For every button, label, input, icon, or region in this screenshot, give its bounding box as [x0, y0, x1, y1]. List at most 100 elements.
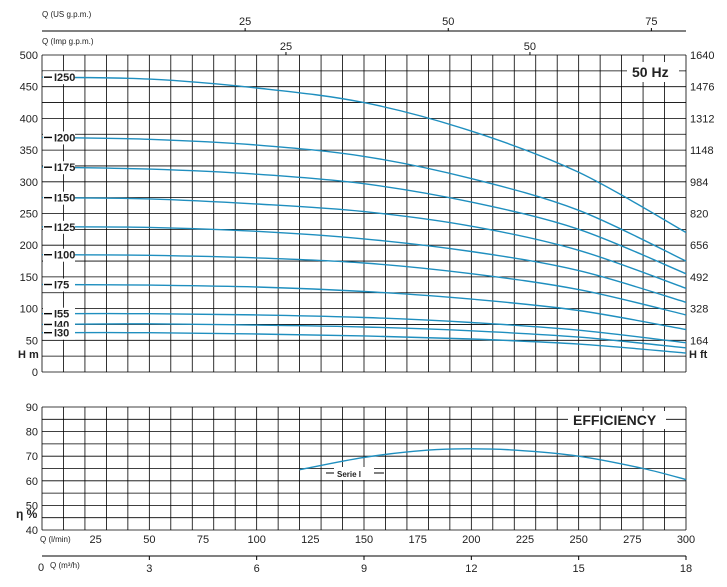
q-m3h-axis-zero: 0	[38, 562, 44, 574]
head-series-label-i30: I30	[54, 328, 69, 340]
head-curve-i250	[41, 76, 687, 234]
q-m3h-tick-label: 9	[361, 563, 367, 575]
top-us-tick-label: 75	[645, 16, 657, 28]
efficiency-tick-label: 70	[26, 451, 38, 463]
head-left-tick-label: 0	[32, 367, 38, 379]
q-m3h-tick-label: 3	[146, 563, 152, 575]
head-left-tick-label: 150	[20, 272, 38, 284]
q-m3h-axis-ticks: 3 6 9 12 15 18	[146, 556, 692, 575]
efficiency-axis-ticks: 40 50 60 70 80 90	[26, 402, 38, 537]
head-left-tick-label: 350	[20, 145, 38, 157]
head-series-label-i75: I75	[54, 280, 69, 292]
q-lmin-tick-label: 250	[569, 534, 587, 546]
head-series-label-i250: I250	[54, 72, 75, 84]
head-curve-i175	[41, 166, 687, 275]
efficiency-axis-label: η %	[16, 507, 38, 521]
head-left-axis-ticks: 0 50 100 150 200 250 300 350 400 450 500	[20, 50, 38, 379]
q-lmin-axis-label: Q (l/min)	[40, 535, 71, 544]
head-series-label-i125: I125	[54, 222, 75, 234]
q-lmin-tick-label: 100	[247, 534, 265, 546]
top-us-tick-label: 50	[442, 16, 454, 28]
head-series-label-bg	[43, 278, 75, 292]
head-right-tick-label: 328	[690, 304, 708, 316]
head-right-axis-ticks: 164 328 492 656 820 984 1148 1312 1476 1640	[690, 50, 714, 347]
head-right-tick-label: 164	[690, 335, 708, 347]
head-curves	[41, 76, 687, 354]
efficiency-chart-grid	[41, 406, 687, 531]
head-left-tick-label: 400	[20, 113, 38, 125]
head-series-label-bg	[43, 220, 75, 234]
q-lmin-tick-label: 300	[677, 534, 695, 546]
head-series-label-i200: I200	[54, 132, 75, 144]
head-left-tick-label: 100	[20, 304, 38, 316]
q-lmin-tick-label: 175	[408, 534, 426, 546]
q-lmin-tick-label: 50	[143, 534, 155, 546]
frequency-badge: 50 Hz	[632, 64, 669, 80]
q-lmin-tick-label: 75	[197, 534, 209, 546]
head-right-tick-label: 1312	[690, 113, 714, 125]
q-lmin-tick-label: 125	[301, 534, 319, 546]
head-curve-i75	[41, 283, 687, 331]
efficiency-tick-label: 90	[26, 402, 38, 414]
head-curve-i40	[41, 323, 687, 349]
head-series-label-i175: I175	[54, 162, 75, 174]
efficiency-tick-label: 40	[26, 525, 38, 537]
head-series-label-bg	[43, 131, 75, 145]
head-curve-i200	[41, 136, 687, 262]
serie-label-bg	[334, 467, 374, 480]
efficiency-title-bg	[568, 411, 666, 429]
efficiency-curve	[299, 448, 687, 481]
head-series-label-i150: I150	[54, 193, 75, 205]
head-left-tick-label: 200	[20, 240, 38, 252]
efficiency-tick-label: 60	[26, 476, 38, 488]
head-left-axis-label: H m	[18, 349, 39, 361]
q-lmin-tick-label: 275	[623, 534, 641, 546]
head-curve-i125	[41, 226, 687, 303]
head-series-label-bg	[43, 161, 75, 175]
q-m3h-tick-label: 12	[465, 563, 477, 575]
efficiency-curves	[299, 448, 687, 481]
top-imp-tick-label: 25	[280, 41, 292, 53]
head-left-tick-label: 450	[20, 82, 38, 94]
head-series-label-i100: I100	[54, 250, 75, 262]
head-series-label-bg	[43, 191, 75, 205]
head-left-tick-label: 50	[26, 335, 38, 347]
top-axis-us-ticks: 25 50 75	[239, 16, 658, 31]
q-lmin-tick-label: 25	[90, 534, 102, 546]
q-lmin-tick-label: 200	[462, 534, 480, 546]
head-right-tick-label: 984	[690, 177, 708, 189]
head-right-tick-label: 820	[690, 209, 708, 221]
q-lmin-tick-label: 225	[516, 534, 534, 546]
head-right-tick-label: 1640	[690, 50, 714, 62]
head-right-tick-label: 656	[690, 240, 708, 252]
top-axis-us-label: Q (US g.p.m.)	[42, 10, 92, 19]
head-series-label-bg	[43, 307, 75, 321]
q-m3h-axis-label: Q (m³/h)	[50, 561, 80, 570]
head-curve-i100	[41, 254, 687, 316]
q-lmin-tick-label: 150	[355, 534, 373, 546]
head-series-label-i55: I55	[54, 309, 69, 321]
q-m3h-tick-label: 6	[254, 563, 260, 575]
frequency-badge-bg	[627, 62, 679, 82]
head-left-tick-label: 250	[20, 209, 38, 221]
head-series-label-bg	[43, 248, 75, 262]
top-axis-imp-ticks: 25 50	[280, 41, 536, 55]
head-right-axis-label: H ft	[689, 349, 708, 361]
head-curve-i30	[41, 331, 687, 354]
head-series-label-bg	[43, 71, 75, 85]
efficiency-tick-label: 80	[26, 427, 38, 439]
head-right-tick-label: 492	[690, 272, 708, 284]
head-curve-i150	[41, 196, 687, 289]
q-m3h-tick-label: 18	[680, 563, 692, 575]
head-right-tick-label: 1148	[690, 145, 714, 157]
head-left-tick-label: 500	[20, 50, 38, 62]
q-lmin-axis-ticks: 25 50 75 100 125 150 175 200 225 250 275 300	[90, 534, 696, 546]
q-m3h-tick-label: 15	[573, 563, 585, 575]
top-axis-imp-label: Q (Imp g.p.m.)	[42, 37, 94, 46]
top-imp-tick-label: 50	[524, 41, 536, 53]
head-left-tick-label: 300	[20, 177, 38, 189]
efficiency-title: EFFICIENCY	[573, 412, 657, 428]
efficiency-tick-label: 50	[26, 500, 38, 512]
